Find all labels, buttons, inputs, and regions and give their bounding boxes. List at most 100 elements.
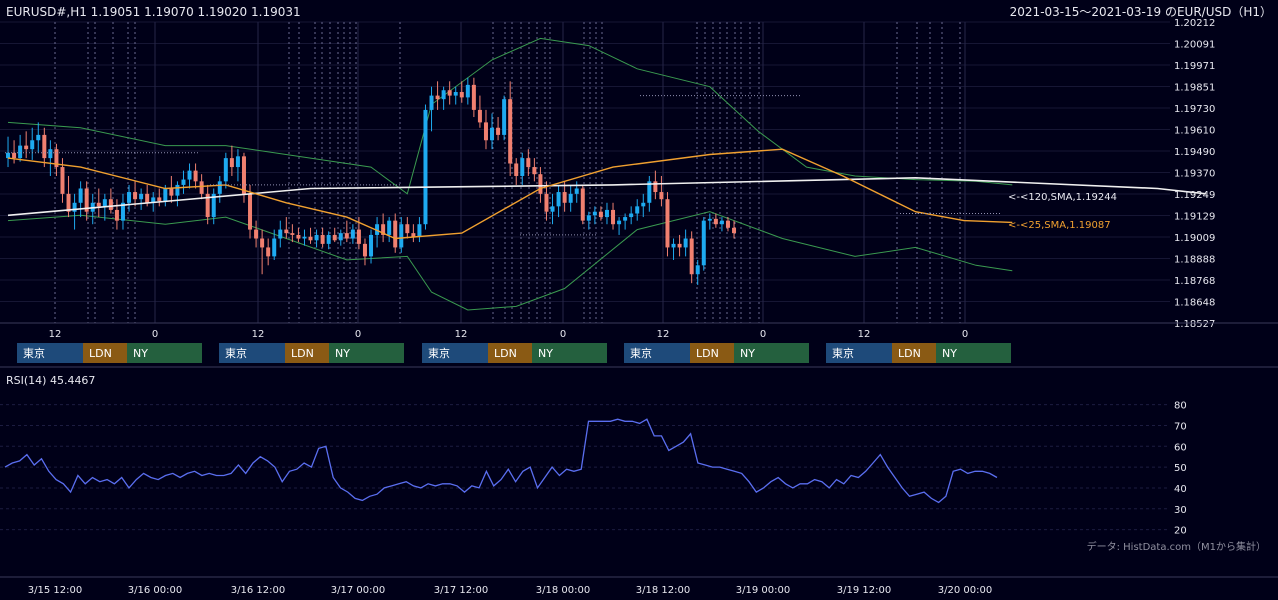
bear-candle bbox=[471, 84, 476, 110]
bull-candle bbox=[586, 215, 591, 221]
bear-candle bbox=[266, 247, 271, 257]
tokyo-session-label: 東京 bbox=[428, 346, 450, 360]
bull-candle bbox=[701, 220, 706, 266]
bear-candle bbox=[362, 243, 367, 257]
bull-candle bbox=[302, 236, 307, 239]
newyork-session-label: NY bbox=[942, 347, 957, 360]
price-tick-label: 1.20091 bbox=[1174, 40, 1215, 51]
bear-candle bbox=[538, 174, 543, 194]
price-tick-label: 1.18527 bbox=[1174, 319, 1215, 330]
rsi-panel bbox=[4, 418, 998, 504]
bull-candle bbox=[30, 140, 35, 150]
newyork-session-block bbox=[532, 343, 607, 363]
tokyo-session-label: 東京 bbox=[630, 346, 652, 360]
price-tick-label: 1.19730 bbox=[1174, 104, 1215, 115]
bull-candle bbox=[375, 224, 380, 235]
bull-candle bbox=[641, 202, 646, 207]
bear-candle bbox=[114, 209, 119, 221]
session-bar-group: 東京 LDN NY bbox=[422, 343, 607, 363]
bull-candle bbox=[592, 211, 597, 216]
date-range-title: 2021-03-15～2021-03-19 のEUR/USD（H1） bbox=[1010, 5, 1272, 19]
bull-candle bbox=[72, 202, 77, 212]
price-tick-label: 1.19971 bbox=[1174, 61, 1215, 72]
bull-candle bbox=[520, 158, 525, 176]
bear-candle bbox=[411, 233, 416, 237]
sma25-line bbox=[7, 148, 1013, 240]
bull-candle bbox=[326, 234, 331, 244]
date-tick-label: 3/18 12:00 bbox=[636, 585, 690, 596]
newyork-session-block bbox=[936, 343, 1011, 363]
rsi-tick-label: 70 bbox=[1174, 421, 1187, 432]
bear-candle bbox=[96, 202, 101, 207]
hour-tick-label: 0 bbox=[355, 329, 361, 340]
bull-candle bbox=[181, 179, 186, 185]
bull-candle bbox=[151, 197, 156, 203]
bull-candle bbox=[695, 265, 700, 275]
bear-candle bbox=[435, 95, 440, 100]
bear-candle bbox=[66, 193, 71, 212]
hour-tick-label: 0 bbox=[962, 329, 968, 340]
bull-candle bbox=[465, 84, 470, 98]
bear-candle bbox=[508, 99, 513, 164]
bear-candle bbox=[42, 134, 47, 159]
bear-candle bbox=[659, 192, 664, 200]
price-tick-label: 1.19610 bbox=[1174, 126, 1215, 137]
bear-candle bbox=[514, 163, 519, 176]
bull-candle bbox=[36, 134, 41, 141]
bull-candle bbox=[338, 233, 343, 241]
data-credit: データ: HistData.com（M1から集計） bbox=[1087, 540, 1266, 553]
date-tick-label: 3/19 00:00 bbox=[736, 585, 790, 596]
bear-candle bbox=[344, 233, 349, 239]
bear-candle bbox=[169, 188, 174, 196]
bear-candle bbox=[157, 197, 162, 201]
moving-averages bbox=[5, 95, 1206, 240]
bear-candle bbox=[611, 209, 616, 225]
bull-candle bbox=[399, 224, 404, 248]
price-tick-label: 1.19851 bbox=[1174, 83, 1215, 94]
bear-candle bbox=[248, 193, 253, 230]
bear-candle bbox=[84, 188, 89, 212]
bull-candle bbox=[120, 202, 125, 221]
rsi-title: RSI(14) 45.4467 bbox=[6, 374, 95, 387]
sma25-label: <-<25,SMA,1.19087 bbox=[1008, 220, 1111, 231]
date-tick-label: 3/17 12:00 bbox=[434, 585, 488, 596]
date-tick-label: 3/20 00:00 bbox=[938, 585, 992, 596]
london-session-label: LDN bbox=[898, 347, 921, 360]
bull-candle bbox=[604, 209, 609, 218]
bull-candle bbox=[139, 193, 144, 200]
bear-candle bbox=[483, 122, 488, 141]
hour-tick-label: 12 bbox=[858, 329, 871, 340]
newyork-session-block bbox=[329, 343, 404, 363]
bear-candle bbox=[254, 229, 259, 239]
bear-candle bbox=[526, 158, 531, 168]
hour-tick-label: 0 bbox=[560, 329, 566, 340]
bull-candle bbox=[441, 90, 446, 100]
hour-tick-label: 12 bbox=[49, 329, 62, 340]
rsi-tick-label: 20 bbox=[1174, 526, 1187, 537]
bear-candle bbox=[60, 167, 65, 194]
sma120-label: <-<120,SMA,1.19244 bbox=[1008, 192, 1117, 203]
symbol-ohlc-title: EURUSD#,H1 1.19051 1.19070 1.19020 1.190… bbox=[6, 5, 301, 19]
newyork-session-label: NY bbox=[335, 347, 350, 360]
bear-candle bbox=[653, 181, 658, 193]
hour-tick-label: 12 bbox=[657, 329, 670, 340]
bull-candle bbox=[453, 92, 458, 96]
date-axis: 3/15 12:00 3/16 00:00 3/16 12:00 3/17 00:00… bbox=[28, 585, 992, 596]
bull-candle bbox=[719, 220, 724, 225]
price-tick-label: 1.18888 bbox=[1174, 255, 1215, 266]
bear-candle bbox=[665, 199, 670, 248]
bull-candle bbox=[423, 109, 428, 225]
bull-candle bbox=[163, 188, 168, 201]
bear-candle bbox=[405, 224, 410, 234]
bear-candle bbox=[689, 238, 694, 275]
bear-candle bbox=[598, 211, 603, 218]
bull-candle bbox=[272, 238, 277, 257]
bear-candle bbox=[562, 192, 567, 203]
rsi-tick-label: 60 bbox=[1174, 442, 1187, 453]
candlesticks bbox=[6, 77, 737, 285]
price-tick-label: 1.19249 bbox=[1174, 190, 1215, 201]
bull-candle bbox=[127, 192, 132, 203]
bear-candle bbox=[725, 220, 730, 228]
